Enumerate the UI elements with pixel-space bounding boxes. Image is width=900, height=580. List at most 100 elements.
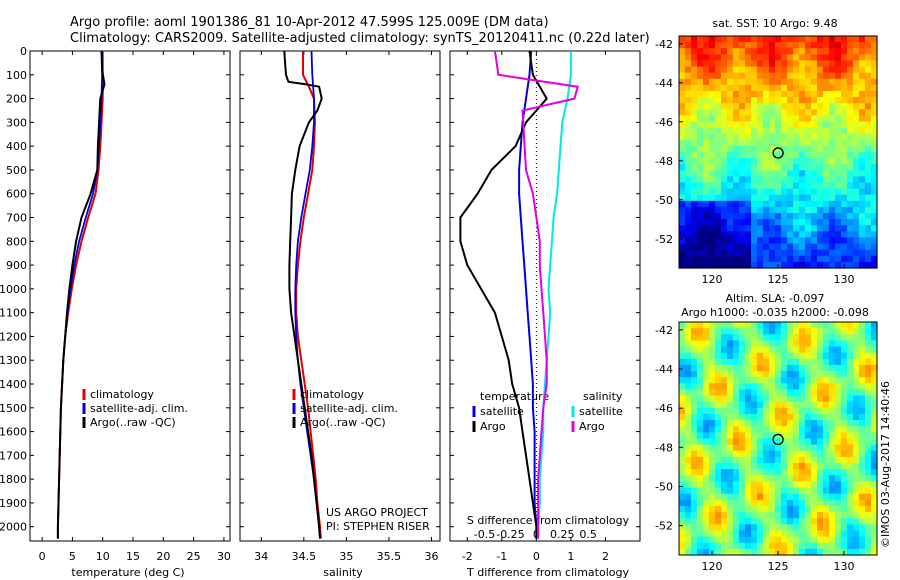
heatmap-cell <box>703 213 710 220</box>
heatmap-cell <box>685 505 692 513</box>
heatmap-cell <box>691 358 698 366</box>
heatmap-cell <box>853 469 860 476</box>
heatmap-cell <box>811 36 818 43</box>
heatmap-cell <box>739 413 746 421</box>
heatmap-cell <box>709 48 716 55</box>
heatmap-cell <box>769 145 776 153</box>
heatmap-cell <box>865 377 872 384</box>
heatmap-cell <box>853 42 860 49</box>
y-tick-label: 200 <box>6 93 27 106</box>
heatmap-cell <box>841 127 848 135</box>
heatmap-cell <box>763 512 770 519</box>
heatmap-cell <box>763 487 770 495</box>
heatmap-cell <box>763 36 770 43</box>
heatmap-cell <box>805 42 812 49</box>
heatmap-cell <box>757 127 764 135</box>
heatmap-cell <box>757 536 764 544</box>
heatmap-cell <box>871 395 878 403</box>
heatmap-cell <box>751 463 758 470</box>
legend-label: climatology <box>300 388 364 401</box>
heatmap-cell <box>817 170 824 178</box>
heatmap-cell <box>733 109 740 116</box>
heatmap-cell <box>721 139 728 147</box>
heatmap-cell <box>709 97 716 104</box>
heatmap-cell <box>763 358 770 366</box>
heatmap-cell <box>817 133 824 141</box>
heatmap-cell <box>715 426 722 433</box>
heatmap-cell <box>769 530 776 538</box>
heatmap-cell <box>811 158 818 165</box>
y-tick-label: -42 <box>655 38 673 51</box>
heatmap-cell <box>745 444 752 452</box>
heatmap-cell <box>733 499 740 507</box>
heatmap-cell <box>823 243 830 251</box>
heatmap-cell <box>703 188 710 196</box>
heatmap-cell <box>781 548 788 556</box>
heatmap-cell <box>733 36 740 43</box>
heatmap-cell <box>811 133 818 141</box>
heatmap-cell <box>685 499 692 507</box>
heatmap-cell <box>691 66 698 74</box>
heatmap-cell <box>859 145 866 153</box>
heatmap-cell <box>709 413 716 421</box>
heatmap-cell <box>811 334 818 341</box>
heatmap-cell <box>757 432 764 440</box>
heatmap-cell <box>739 463 746 470</box>
heatmap-cell <box>679 213 686 220</box>
heatmap-cell <box>697 438 704 446</box>
heatmap-cell <box>793 170 800 178</box>
heatmap-cell <box>835 176 842 184</box>
heatmap-cell <box>703 36 710 43</box>
heatmap-cell <box>841 243 848 251</box>
heatmap-cell <box>733 145 740 153</box>
heatmap-cell <box>739 97 746 104</box>
heatmap-cell <box>769 420 776 427</box>
heatmap-cell <box>697 334 704 341</box>
heatmap-cell <box>775 364 782 372</box>
heatmap-cell <box>733 413 740 421</box>
heatmap-cell <box>727 450 734 458</box>
y-tick-label: -46 <box>655 116 673 129</box>
heatmap-cell <box>727 84 734 92</box>
heatmap-cell <box>799 206 806 214</box>
heatmap-cell <box>847 152 854 159</box>
heatmap-cell <box>865 364 872 372</box>
heatmap-cell <box>781 176 788 184</box>
heatmap-cell <box>793 121 800 129</box>
heatmap-cell <box>853 200 860 208</box>
heatmap-cell <box>787 432 794 440</box>
heatmap-cell <box>769 346 776 354</box>
heatmap-cell <box>859 524 866 532</box>
heatmap-cell <box>817 322 824 329</box>
heatmap-cell <box>733 364 740 372</box>
heatmap-cell <box>691 90 698 98</box>
heatmap-cell <box>871 72 878 80</box>
heatmap-cell <box>835 84 842 92</box>
x-tick-label: 34.5 <box>292 550 317 563</box>
heatmap-cell <box>805 103 812 110</box>
heatmap-cell <box>799 152 806 159</box>
heatmap-cell <box>727 524 734 532</box>
heatmap-cell <box>757 97 764 104</box>
heatmap-cell <box>835 371 842 378</box>
heatmap-cell <box>841 225 848 232</box>
heatmap-cell <box>739 524 746 532</box>
heatmap-cell <box>841 115 848 123</box>
heatmap-cell <box>703 182 710 190</box>
heatmap-cell <box>817 383 824 391</box>
heatmap-cell <box>697 413 704 421</box>
heatmap-cell <box>727 164 734 171</box>
heatmap-cell <box>841 145 848 153</box>
heatmap-cell <box>787 493 794 501</box>
heatmap-cell <box>805 231 812 239</box>
heatmap-cell <box>871 90 878 98</box>
heatmap-cell <box>769 475 776 483</box>
heatmap-cell <box>685 78 692 86</box>
heatmap-cell <box>697 322 704 329</box>
heatmap-cell <box>823 542 830 550</box>
heatmap-cell <box>679 164 686 171</box>
heatmap-cell <box>811 499 818 507</box>
heatmap-cell <box>781 322 788 329</box>
heatmap-cell <box>721 127 728 135</box>
heatmap-cell <box>793 231 800 239</box>
